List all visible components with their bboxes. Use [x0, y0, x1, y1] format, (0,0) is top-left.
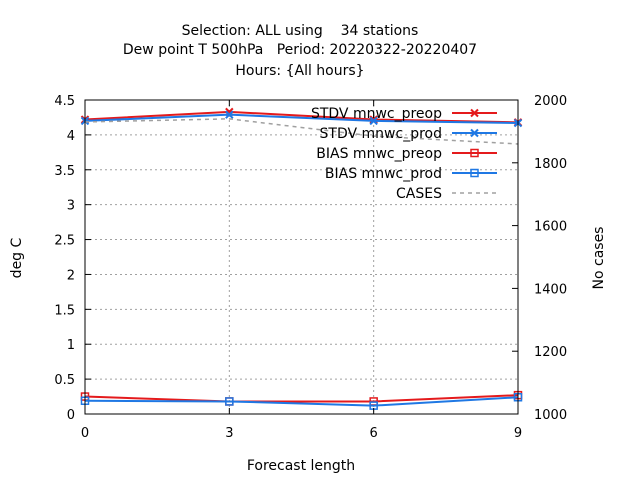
x-axis-label: Forecast length [247, 458, 355, 474]
y-tick-label: 0.5 [54, 373, 75, 388]
y-tick-label: 0 [67, 408, 75, 423]
legend-entry: CASES [396, 186, 497, 202]
y-tick-label: 2 [67, 268, 75, 283]
y-tick-label: 3 [67, 199, 75, 214]
legend-label: BIAS mnwc_preop [316, 146, 442, 162]
x-tick-label: 0 [81, 426, 89, 441]
y-tick-label: 4 [67, 129, 75, 144]
legend-entry: BIAS mnwc_preop [316, 146, 497, 162]
x-tick-label: 6 [370, 426, 378, 441]
series-line [84, 113, 519, 125]
data-point-marker [225, 110, 234, 119]
y2-tick-label: 1600 [534, 220, 567, 235]
y2-axis-label: No cases [591, 227, 607, 290]
series-line [84, 110, 519, 124]
y-tick-label: 4.5 [54, 94, 75, 109]
title-line-3: Hours: {All hours} [235, 63, 364, 79]
title-line-1: Selection: ALL using 34 stations [182, 23, 419, 39]
title-line-2: Dew point T 500hPa Period: 20220322-2022… [123, 42, 477, 58]
plot-frame [84, 99, 519, 415]
series-group [80, 107, 523, 410]
y2-tick-label: 2000 [534, 94, 567, 109]
data-point-marker [470, 108, 479, 118]
legend-label: BIAS mnwc_prod [325, 166, 442, 182]
data-point-marker [369, 116, 378, 126]
data-point-marker [470, 128, 479, 138]
data-point-marker [470, 148, 479, 158]
marker-stroke [470, 108, 479, 118]
marker-stroke [369, 116, 378, 126]
y2-tick-label: 1400 [534, 282, 567, 297]
legend-entry: BIAS mnwc_prod [325, 166, 497, 182]
x-tick-label: 9 [514, 426, 522, 441]
tick-group: 0 3 6 9 0 0.5 1 1.5 2 2.5 3 3.5 4 4.5 1000 1200 1400 1600… [54, 94, 567, 441]
chart-title: Selection: ALL using 34 stations Dew poi… [123, 23, 477, 79]
y-tick-label: 2.5 [54, 234, 75, 249]
data-point-marker [225, 397, 234, 406]
marker-stroke [225, 110, 234, 119]
x-tick-label: 3 [225, 426, 233, 441]
series-line [84, 118, 519, 145]
legend-label: STDV mnwc_preop [311, 106, 442, 122]
marker-stroke [470, 128, 479, 138]
legend-label: STDV mnwc_prod [320, 126, 442, 142]
legend: STDV mnwc_preop STDV mnwc_prod BIAS mnwc_p… [311, 106, 497, 202]
legend-entry: STDV mnwc_prod [320, 126, 497, 142]
series-line [84, 394, 519, 403]
grid [85, 100, 518, 414]
y-axis-label: deg C [9, 237, 25, 278]
legend-entry: STDV mnwc_preop [311, 106, 497, 122]
y-tick-label: 1.5 [54, 303, 75, 318]
legend-label: CASES [396, 186, 442, 202]
series-line [84, 396, 519, 407]
y2-tick-label: 1200 [534, 345, 567, 360]
data-point-marker [470, 168, 479, 178]
y-tick-label: 3.5 [54, 164, 75, 179]
y2-tick-label: 1800 [534, 157, 567, 172]
y-tick-label: 1 [67, 338, 75, 353]
series-cases [84, 118, 519, 145]
y2-tick-label: 1000 [534, 408, 567, 423]
